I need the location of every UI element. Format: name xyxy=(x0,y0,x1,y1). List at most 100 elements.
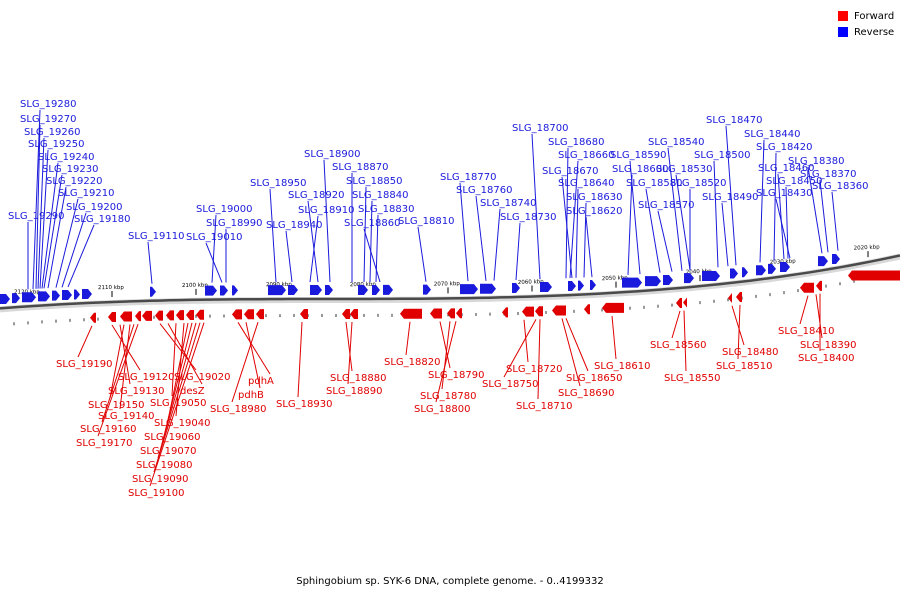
reverse-gene-label: SLG_18670 xyxy=(542,166,598,177)
reverse-gene-arrow xyxy=(22,292,36,303)
reverse-gene-arrow xyxy=(383,284,393,295)
forward-gene-label: SLG_19040 xyxy=(154,418,210,429)
forward-gene-arrow xyxy=(736,291,742,302)
reverse-leader-line xyxy=(831,191,839,251)
forward-gene-arrow xyxy=(176,310,184,321)
forward-leader-line xyxy=(537,319,541,400)
forward-gene-label: pdhB xyxy=(238,390,264,401)
forward-gene-label: SLG_18610 xyxy=(594,361,650,372)
reverse-leader-line xyxy=(307,200,319,283)
reverse-gene-arrow xyxy=(150,286,156,297)
forward-gene-label: SLG_19190 xyxy=(56,359,112,370)
forward-gene-arrow xyxy=(683,297,687,308)
reverse-leader-line xyxy=(531,133,541,280)
forward-leader-line xyxy=(153,322,201,473)
reverse-leader-line xyxy=(583,202,587,278)
reverse-gene-label: SLG_18940 xyxy=(266,220,322,231)
forward-gene-label: SLG_18400 xyxy=(798,353,854,364)
reverse-gene-arrow xyxy=(62,290,72,301)
forward-leader-line xyxy=(161,322,193,445)
reverse-gene-label: SLG_19180 xyxy=(74,214,130,225)
reverse-gene-arrow xyxy=(756,265,766,276)
reverse-leader-line xyxy=(565,147,569,279)
reverse-gene-arrow xyxy=(12,293,20,304)
genome-caption: Sphingobium sp. SYK-6 DNA, complete geno… xyxy=(296,576,604,587)
forward-gene-label: SLG_19140 xyxy=(98,411,154,422)
forward-leader-line xyxy=(737,304,741,360)
forward-gene-label: SLG_18560 xyxy=(650,340,706,351)
forward-gene-arrow xyxy=(584,304,590,315)
forward-gene-label: SLG_18410 xyxy=(778,326,834,337)
reverse-leader-line xyxy=(285,230,293,283)
forward-leader-line xyxy=(565,318,589,372)
kbp-tick-label: 2060 kbp xyxy=(518,279,545,286)
reverse-leader-line xyxy=(55,198,79,288)
forward-leader-line xyxy=(503,319,537,378)
reverse-leader-line xyxy=(459,182,469,282)
forward-gene-arrow xyxy=(456,308,462,319)
forward-leader-line xyxy=(799,295,809,325)
reverse-gene-label: SLG_18630 xyxy=(566,192,622,203)
legend-forward: Forward xyxy=(838,8,894,24)
forward-leader-line xyxy=(119,324,131,410)
reverse-gene-label: SLG_19250 xyxy=(28,139,84,150)
forward-gene-arrow xyxy=(142,310,152,321)
forward-leader-line xyxy=(245,322,261,389)
reverse-gene-arrow xyxy=(590,279,596,290)
reverse-gene-label: SLG_18810 xyxy=(398,216,454,227)
forward-gene-label: SLG_19130 xyxy=(108,386,164,397)
forward-leader-line xyxy=(109,324,125,399)
reverse-leader-line xyxy=(667,147,683,271)
reverse-gene-label: SLG_18950 xyxy=(250,178,306,189)
reverse-gene-label: SLG_18600 xyxy=(612,164,668,175)
forward-gene-arrow xyxy=(552,305,566,316)
reverse-leader-line xyxy=(807,166,823,254)
reverse-gene-arrow xyxy=(220,285,228,296)
reverse-gene-label: SLG_18870 xyxy=(332,162,388,173)
forward-gene-label: SLG_18780 xyxy=(420,391,476,402)
reverse-leader-line xyxy=(645,188,661,273)
reverse-gene-label: SLG_18440 xyxy=(744,129,800,140)
forward-gene-arrow xyxy=(816,280,822,291)
forward-gene-arrow xyxy=(728,293,732,303)
forward-leader-line xyxy=(345,321,353,372)
reverse-gene-arrow xyxy=(768,263,776,274)
forward-leader-line xyxy=(561,318,581,387)
reverse-swatch xyxy=(838,27,848,37)
reverse-gene-arrow xyxy=(372,284,380,295)
reverse-leader-line xyxy=(205,242,223,283)
reverse-gene-label: SLG_19280 xyxy=(20,99,76,110)
reverse-gene-label: SLG_18840 xyxy=(352,190,408,201)
reverse-leader-line xyxy=(43,174,63,289)
reverse-gene-label: SLG_18520 xyxy=(670,178,726,189)
forward-gene-label: SLG_19090 xyxy=(132,474,188,485)
reverse-gene-arrow xyxy=(742,267,748,278)
reverse-gene-label: SLG_18370 xyxy=(800,169,856,180)
reverse-leader-line xyxy=(211,214,217,283)
reverse-leader-line xyxy=(269,188,277,283)
legend-forward-label: Forward xyxy=(854,10,895,22)
kbp-tick-label: 2070 kbp xyxy=(434,281,461,288)
reverse-gene-label: SLG_18860 xyxy=(344,218,400,229)
reverse-gene-label: SLG_18760 xyxy=(456,185,512,196)
forward-leader-line xyxy=(297,321,303,398)
forward-leader-line xyxy=(611,315,617,360)
reverse-gene-label: SLG_18500 xyxy=(694,150,750,161)
forward-leader-line xyxy=(167,323,203,385)
reverse-gene-label: SLG_19290 xyxy=(8,211,64,222)
kbp-tick-label: 2020 kbp xyxy=(854,244,881,251)
reverse-gene-label: SLG_18360 xyxy=(812,181,868,192)
forward-gene-label: SLG_19100 xyxy=(128,488,184,499)
forward-gene-arrow xyxy=(300,309,308,320)
forward-gene-label: SLG_19070 xyxy=(140,446,196,457)
forward-gene-arrow xyxy=(502,307,508,318)
forward-gene-arrow xyxy=(447,308,455,319)
forward-leader-line xyxy=(439,321,451,369)
reverse-gene-arrow xyxy=(460,284,478,295)
reverse-leader-line xyxy=(725,125,737,266)
reverse-gene-arrow xyxy=(622,277,642,288)
forward-gene-arrow xyxy=(186,309,194,320)
reverse-gene-label: SLG_19210 xyxy=(58,188,114,199)
reverse-gene-label: SLG_19220 xyxy=(46,176,102,187)
forward-gene-arrow xyxy=(800,282,814,293)
